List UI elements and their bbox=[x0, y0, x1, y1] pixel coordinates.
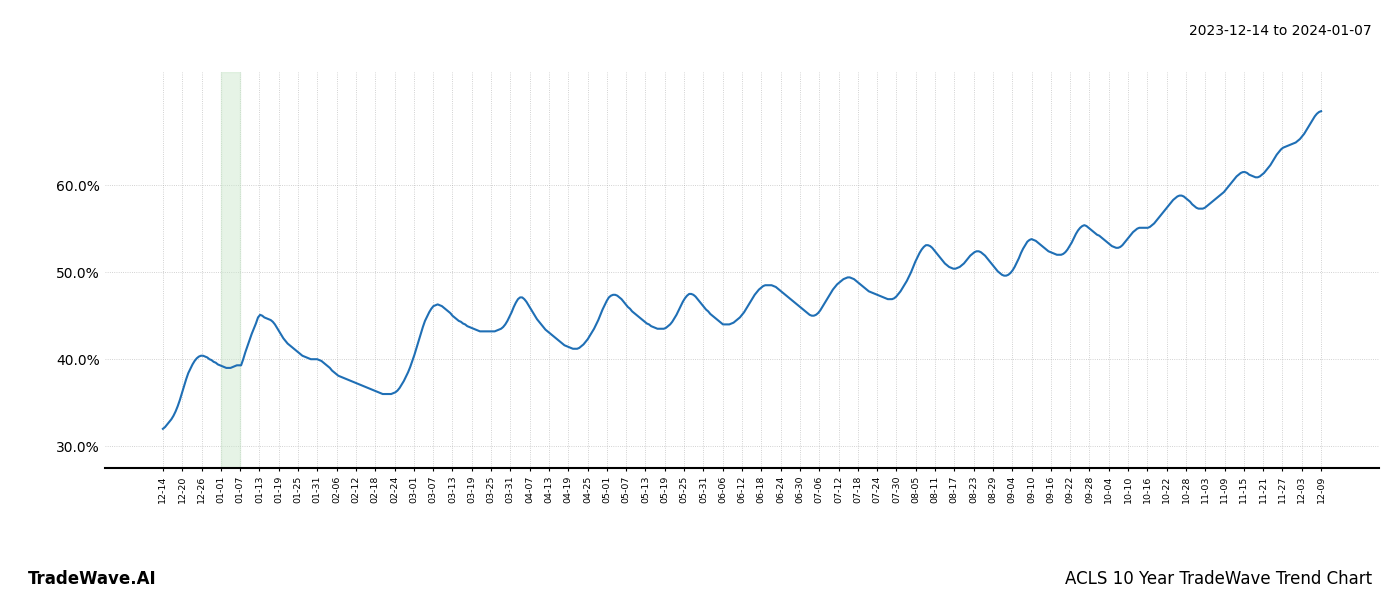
Text: 2023-12-14 to 2024-01-07: 2023-12-14 to 2024-01-07 bbox=[1190, 24, 1372, 38]
Text: ACLS 10 Year TradeWave Trend Chart: ACLS 10 Year TradeWave Trend Chart bbox=[1065, 570, 1372, 588]
Text: TradeWave.AI: TradeWave.AI bbox=[28, 570, 157, 588]
Bar bbox=[221, 72, 241, 468]
